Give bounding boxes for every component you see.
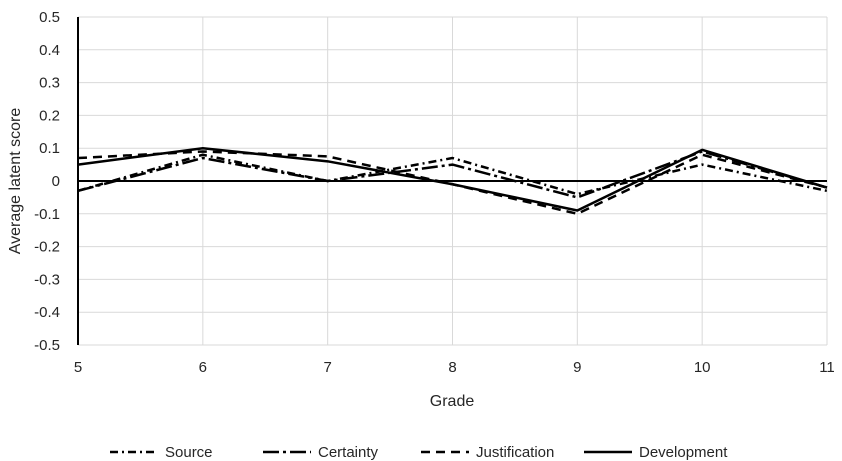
legend-label-certainty: Certainty	[318, 444, 379, 461]
legend-label-source: Source	[165, 444, 213, 461]
y-tick-label: 0.3	[39, 75, 60, 92]
x-tick-label: 7	[323, 359, 331, 376]
x-tick-label: 8	[448, 359, 456, 376]
y-tick-label: 0.1	[39, 140, 60, 157]
legend-label-justification: Justification	[476, 444, 554, 461]
y-tick-labels: 0.5 0.4 0.3 0.2 0.1 0 -0.1 -0.2 -0.3 -0.4 -0.5	[34, 9, 60, 354]
y-tick-label: 0	[52, 173, 60, 190]
x-tick-label: 9	[573, 359, 581, 376]
series-line-source	[77, 153, 828, 196]
y-tick-label: 0.2	[39, 107, 60, 124]
y-tick-label: -0.3	[34, 271, 60, 288]
y-tick-label: -0.1	[34, 206, 60, 223]
y-tick-label: 0.5	[39, 9, 60, 26]
legend-label-development: Development	[639, 444, 728, 461]
y-tick-label: -0.2	[34, 239, 60, 256]
series-line-certainty	[77, 150, 828, 199]
x-tick-label: 10	[694, 359, 711, 376]
x-tick-label: 11	[819, 359, 835, 376]
x-tick-labels: 5 6 7 8 9 10 11	[74, 359, 835, 376]
y-tick-label: -0.5	[34, 337, 60, 354]
legend: Source Certainty Justification Development	[110, 444, 728, 461]
x-axis-title: Grade	[430, 393, 475, 410]
series-line-development	[77, 146, 828, 212]
y-axis-title: Average latent score	[7, 108, 24, 255]
x-tick-label: 5	[74, 359, 82, 376]
y-tick-label: 0.4	[39, 42, 60, 59]
series-lines	[77, 146, 828, 216]
x-tick-label: 6	[199, 359, 207, 376]
y-tick-label: -0.4	[34, 304, 60, 321]
